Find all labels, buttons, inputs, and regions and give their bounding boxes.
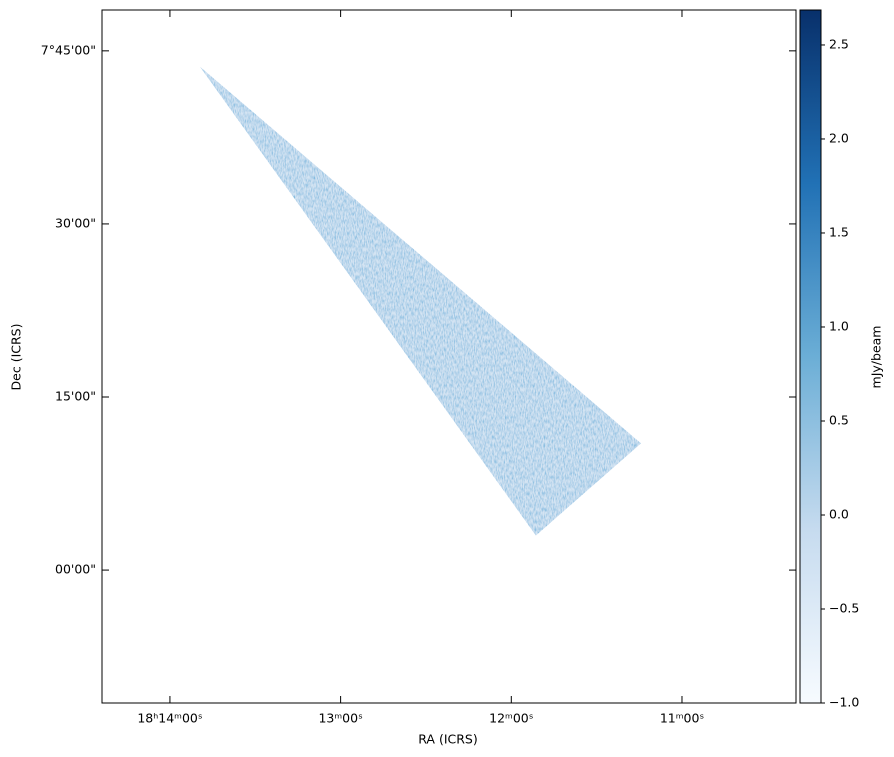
colorbar-tick-label: 1.5 [829, 224, 849, 239]
colorbar-label: mJy/beam [869, 326, 884, 389]
x-tick-label: 18ʰ14ᵐ00ˢ [137, 711, 202, 726]
colorbar-tick-label: −1.0 [829, 695, 859, 710]
y-axis-label: Dec (ICRS) [9, 324, 24, 391]
x-tick-label: 13ᵐ00ˢ [318, 711, 362, 726]
colorbar-tick-label: 1.0 [829, 318, 849, 333]
image-footprint [199, 66, 642, 536]
colorbar [799, 9, 822, 704]
colorbar-tick-label: 2.5 [829, 36, 849, 51]
x-tick-label: 11ᵐ00ˢ [660, 711, 704, 726]
colorbar-tick-label: −0.5 [829, 600, 859, 615]
colorbar-tick-label: 2.0 [829, 130, 849, 145]
y-tick-label: 00'00" [55, 562, 96, 577]
y-tick-label: 7°45'00" [41, 42, 96, 57]
x-tick-label: 12ᵐ00ˢ [489, 711, 533, 726]
y-tick-label: 30'00" [55, 215, 96, 230]
y-tick-label: 15'00" [55, 389, 96, 404]
colorbar-tick-label: 0.0 [829, 506, 849, 521]
x-axis-label: RA (ICRS) [418, 732, 478, 747]
colorbar-tick-label: 0.5 [829, 412, 849, 427]
plot-frame [101, 9, 797, 704]
